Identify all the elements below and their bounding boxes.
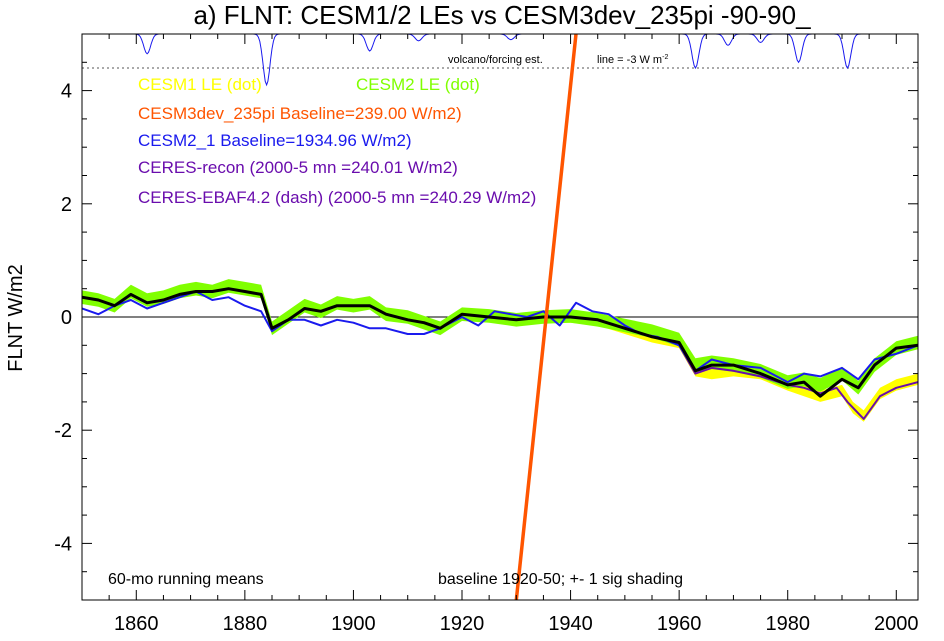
volcano-line-annotation: line = -3 W m-2 bbox=[597, 54, 668, 66]
plot-area: 1860 1880 1900 1920 1940 1960 1980 2000 -4 -2 0 2 4 bbox=[54, 33, 919, 635]
plot-inner bbox=[82, 34, 918, 600]
y-tick-label: 0 bbox=[61, 307, 72, 329]
y-tick-label: -4 bbox=[54, 533, 72, 555]
cesm3dev-235pi-line bbox=[514, 34, 578, 600]
volcano-annotation: volcano/forcing est. bbox=[448, 54, 543, 66]
chart-title: a) FLNT: CESM1/2 LEs vs CESM3dev_235pi -… bbox=[193, 0, 811, 30]
legend-entry: CESM2 LE (dot) bbox=[356, 75, 480, 94]
x-tick-label: 1980 bbox=[765, 613, 810, 635]
running-mean-annotation: 60-mo running means bbox=[108, 571, 264, 588]
x-tick-label: 1940 bbox=[548, 613, 593, 635]
y-tick-label: 4 bbox=[61, 81, 72, 103]
x-tick-label: 1880 bbox=[223, 613, 268, 635]
legend-entry: CESM1 LE (dot) bbox=[138, 75, 262, 94]
cesm1-2-le-mean-line bbox=[82, 287, 918, 398]
x-tick-label: 1960 bbox=[657, 613, 702, 635]
legend: CESM1 LE (dot) CESM2 LE (dot) CESM3dev_235… bbox=[138, 75, 536, 207]
x-tick-label: 1920 bbox=[440, 613, 485, 635]
x-tick-label: 2000 bbox=[874, 613, 919, 635]
legend-entry: CERES-recon (2000-5 mn =240.01 W/m2) bbox=[138, 158, 458, 177]
legend-entry: CERES-EBAF4.2 (dash) (2000-5 mn =240.29 … bbox=[138, 188, 536, 207]
cesm2-1-line bbox=[82, 290, 918, 384]
y-axis-label: FLNT W/m2 bbox=[5, 264, 27, 371]
legend-entry: CESM3dev_235pi Baseline=239.00 W/m2) bbox=[138, 104, 462, 123]
volcano-line-superscript: -2 bbox=[662, 54, 668, 61]
x-tick-label: 1860 bbox=[114, 613, 159, 635]
y-tick-label: -2 bbox=[54, 420, 72, 442]
y-tick-label: 2 bbox=[61, 194, 72, 216]
x-tick-label: 1900 bbox=[331, 613, 376, 635]
baseline-annotation: baseline 1920-50; +- 1 sig shading bbox=[438, 571, 683, 588]
legend-entry: CESM2_1 Baseline=1934.96 W/m2) bbox=[138, 131, 412, 150]
